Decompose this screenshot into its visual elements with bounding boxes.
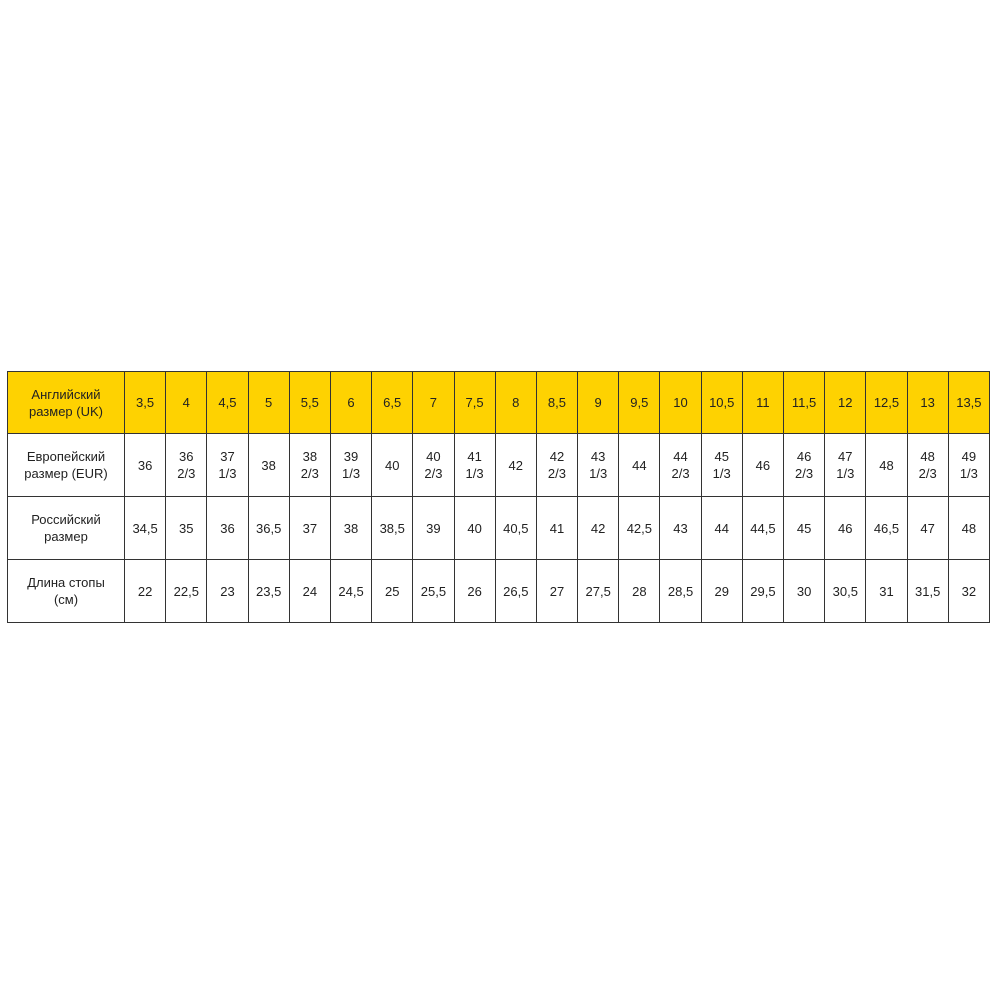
ru-size-cell: 48 (947, 496, 991, 560)
eur-size-cell: 36 (123, 433, 167, 497)
uk-size-cell: 12,5 (865, 371, 908, 434)
ru-size-cell: 47 (906, 496, 949, 560)
ru-size-cell: 45 (782, 496, 826, 560)
foot-length-cell: 23,5 (247, 559, 290, 623)
foot-length-cell: 27 (535, 559, 579, 623)
eur-size-cell: 44 (618, 433, 661, 497)
ru-size-cell: 46,5 (865, 496, 908, 560)
ru-size-cell: 37 (288, 496, 331, 560)
uk-size-cell: 13,5 (947, 371, 991, 434)
eur-size-cell: 39 1/3 (329, 433, 373, 497)
foot-length-cell: 24 (288, 559, 331, 623)
foot-length-cell: 29,5 (741, 559, 785, 623)
uk-size-cell: 11,5 (782, 371, 826, 434)
ru-size-cell: 44 (700, 496, 743, 560)
eur-size-cell: 42 (494, 433, 537, 497)
ru-size-cell: 34,5 (123, 496, 167, 560)
foot-length-cell: 22 (123, 559, 167, 623)
ru-size-cell: 38,5 (371, 496, 414, 560)
eur-size-cell: 43 1/3 (577, 433, 620, 497)
ru-size-cell: 36 (206, 496, 249, 560)
foot-length-cell: 30 (782, 559, 826, 623)
ru-size-cell: 39 (412, 496, 455, 560)
row-label: Европейский размер (EUR) (7, 433, 125, 497)
eur-size-cell: 49 1/3 (947, 433, 991, 497)
uk-size-cell: 4,5 (206, 371, 249, 434)
foot-length-cell: 25 (371, 559, 414, 623)
eur-size-cell: 46 2/3 (782, 433, 826, 497)
uk-size-cell: 10,5 (700, 371, 743, 434)
eur-size-cell: 46 (741, 433, 785, 497)
ru-size-cell: 42 (577, 496, 620, 560)
uk-size-cell: 4 (165, 371, 208, 434)
row-eur-size: Европейский размер (EUR) 36 36 2/3 37 1/3 38… (7, 433, 991, 497)
foot-length-cell: 28,5 (659, 559, 702, 623)
ru-size-cell: 46 (824, 496, 867, 560)
ru-size-cell: 41 (535, 496, 579, 560)
uk-size-cell: 9 (577, 371, 620, 434)
ru-size-cell: 40,5 (494, 496, 537, 560)
foot-length-cell: 26 (453, 559, 496, 623)
foot-length-cell: 23 (206, 559, 249, 623)
row-label: Длина стопы (см) (7, 559, 125, 623)
uk-size-cell: 6,5 (371, 371, 414, 434)
foot-length-cell: 31 (865, 559, 908, 623)
uk-size-cell: 7 (412, 371, 455, 434)
eur-size-cell: 47 1/3 (824, 433, 867, 497)
ru-size-cell: 43 (659, 496, 702, 560)
row-foot-length: Длина стопы (см) 22 22,5 23 23,5 24 24,5 25 25,5… (7, 559, 991, 623)
ru-size-cell: 36,5 (247, 496, 290, 560)
ru-size-cell: 38 (329, 496, 373, 560)
row-ru-size: Российский размер 34,5 35 36 36,5 37 38 38,5 39 4… (7, 496, 991, 560)
uk-size-cell: 7,5 (453, 371, 496, 434)
foot-length-cell: 25,5 (412, 559, 455, 623)
uk-size-cell: 12 (824, 371, 867, 434)
eur-size-cell: 40 2/3 (412, 433, 455, 497)
eur-size-cell: 44 2/3 (659, 433, 702, 497)
foot-length-cell: 32 (947, 559, 991, 623)
eur-size-cell: 40 (371, 433, 414, 497)
foot-length-cell: 31,5 (906, 559, 949, 623)
uk-size-cell: 8,5 (535, 371, 579, 434)
eur-size-cell: 36 2/3 (165, 433, 208, 497)
foot-length-cell: 27,5 (577, 559, 620, 623)
foot-length-cell: 26,5 (494, 559, 537, 623)
foot-length-cell: 24,5 (329, 559, 373, 623)
eur-size-cell: 45 1/3 (700, 433, 743, 497)
eur-size-cell: 41 1/3 (453, 433, 496, 497)
row-label: Английский размер (UK) (7, 371, 125, 434)
uk-size-cell: 10 (659, 371, 702, 434)
size-chart-table: Английский размер (UK) 3,5 4 4,5 5 5,5 6 6,5 7 7,… (7, 371, 991, 623)
eur-size-cell: 42 2/3 (535, 433, 579, 497)
ru-size-cell: 40 (453, 496, 496, 560)
foot-length-cell: 29 (700, 559, 743, 623)
eur-size-cell: 38 (247, 433, 290, 497)
foot-length-cell: 30,5 (824, 559, 867, 623)
uk-size-cell: 11 (741, 371, 785, 434)
ru-size-cell: 42,5 (618, 496, 661, 560)
eur-size-cell: 38 2/3 (288, 433, 331, 497)
eur-size-cell: 48 (865, 433, 908, 497)
uk-size-cell: 6 (329, 371, 373, 434)
ru-size-cell: 44,5 (741, 496, 785, 560)
row-uk-size: Английский размер (UK) 3,5 4 4,5 5 5,5 6 6,5 7 7,… (7, 371, 991, 434)
foot-length-cell: 28 (618, 559, 661, 623)
uk-size-cell: 5 (247, 371, 290, 434)
row-label: Российский размер (7, 496, 125, 560)
foot-length-cell: 22,5 (165, 559, 208, 623)
eur-size-cell: 48 2/3 (906, 433, 949, 497)
uk-size-cell: 5,5 (288, 371, 331, 434)
uk-size-cell: 9,5 (618, 371, 661, 434)
uk-size-cell: 13 (906, 371, 949, 434)
uk-size-cell: 8 (494, 371, 537, 434)
ru-size-cell: 35 (165, 496, 208, 560)
uk-size-cell: 3,5 (123, 371, 167, 434)
eur-size-cell: 37 1/3 (206, 433, 249, 497)
